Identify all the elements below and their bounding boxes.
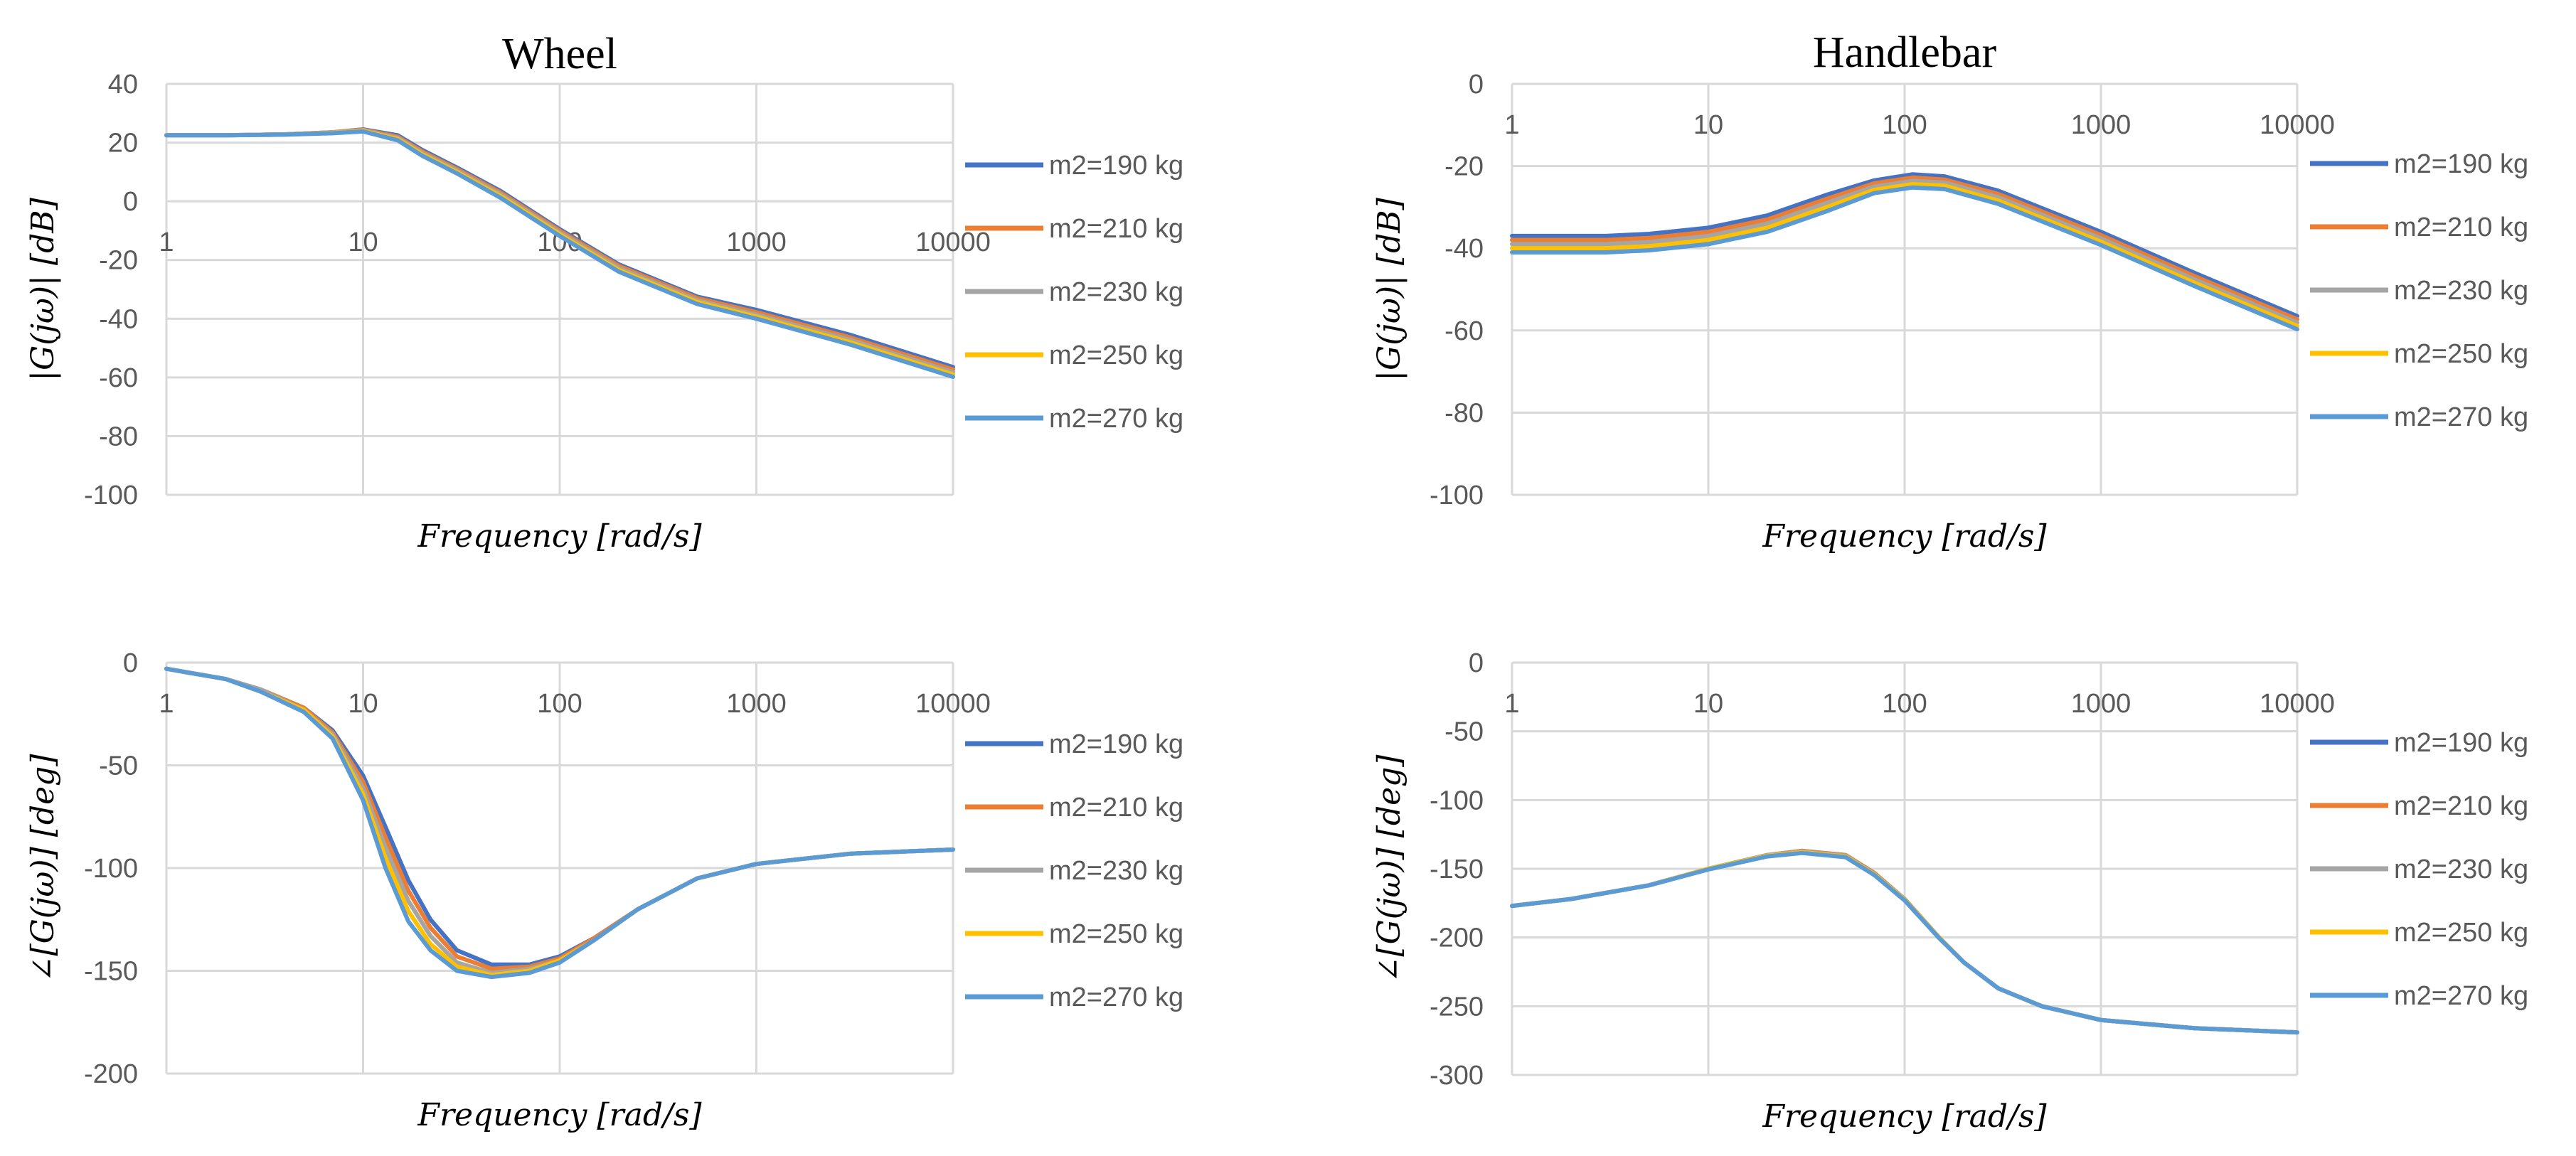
x-tick-label: 100 [1882,689,1927,719]
y-tick-label: -100 [84,481,138,510]
y-tick-label: -50 [99,751,138,781]
legend-label: m2=210 kg [2394,791,2528,821]
y-tick-label: -20 [1444,152,1484,182]
y-tick-label: 40 [108,70,138,100]
series-line-3 [1510,182,2299,328]
x-tick-label: 10000 [2260,110,2335,140]
legend-label: m2=190 kg [2394,149,2528,179]
series-line-2 [1510,178,2299,325]
x-tick-label: 10 [348,228,378,257]
y-tick-label: -80 [1444,398,1484,428]
y-axis-label: |G(jω)| [dB] [1371,197,1407,380]
legend-label: m2=210 kg [2394,213,2528,242]
y-tick-label: 0 [1469,648,1484,678]
legend-label: m2=210 kg [1049,214,1183,244]
series-line-1 [1510,175,2299,322]
x-tick-label: 1 [159,228,174,257]
y-tick-label: -60 [1444,316,1484,346]
y-tick-label: 0 [123,187,138,217]
y-tick-label: -200 [84,1059,138,1089]
y-tick-label: -250 [1430,992,1484,1022]
x-tick-label: 10000 [2260,689,2335,719]
legend-label: m2=270 kg [2394,981,2528,1011]
x-axis-label: Frequency [rad/s] [417,1097,702,1133]
y-tick-label: -200 [1430,924,1484,953]
series-line-4 [1510,185,2299,332]
x-tick-label: 1000 [2071,110,2131,140]
series-line-0 [1510,172,2299,319]
y-axis-label: ∠[G(jω)] [deg] [1371,754,1407,983]
x-tick-label: 10000 [915,228,991,257]
y-axis-label: |G(jω)| [dB] [25,197,61,380]
y-tick-label: -150 [1430,855,1484,884]
legend-label: m2=230 kg [1049,856,1183,886]
legend-label: m2=250 kg [2394,339,2528,369]
chart-title: Handlebar [1813,28,1997,77]
x-tick-label: 1000 [726,228,787,257]
y-tick-label: -40 [1444,234,1484,264]
legend-label: m2=270 kg [1049,404,1183,434]
y-tick-label: -300 [1430,1061,1484,1091]
y-tick-label: 20 [108,129,138,159]
y-tick-label: -80 [99,422,138,451]
x-tick-label: 100 [537,689,582,719]
x-axis-label: Frequency [rad/s] [417,518,702,555]
legend-label: m2=250 kg [1049,341,1183,370]
y-tick-label: -40 [99,304,138,334]
legend-label: m2=190 kg [1049,729,1183,759]
legend-label: m2=190 kg [2394,728,2528,758]
y-tick-label: 0 [123,648,138,678]
x-tick-label: 1 [1504,689,1519,719]
legend-label: m2=250 kg [2394,918,2528,948]
x-tick-label: 10 [1693,110,1723,140]
y-tick-label: -150 [84,957,138,987]
chart-handlebar-magnitude: 0 -20 -40 -60 -80 -100 1 10 100 1000 10000 m2=190 k… [1371,28,2528,555]
y-tick-label: -100 [1430,786,1484,815]
y-tick-label: -100 [1430,481,1484,510]
x-tick-label: 1 [1504,110,1519,140]
legend-label: m2=270 kg [1049,983,1183,1012]
y-tick-label: 0 [1469,70,1484,100]
x-tick-label: 100 [1882,110,1927,140]
x-tick-label: 10 [1693,689,1723,719]
chart-wheel-phase: 0 -50 -100 -150 -200 1 10 100 1000 10000 m2=190 kg… [25,648,1183,1133]
x-tick-label: 1 [159,689,174,719]
y-axis-label: ∠[G(jω)] [deg] [25,754,61,983]
chart-title: Wheel [502,30,617,78]
legend-label: m2=230 kg [2394,855,2528,884]
x-tick-label: 10000 [915,689,991,719]
x-axis-label: Frequency [rad/s] [1762,518,2047,555]
legend-label: m2=250 kg [1049,919,1183,949]
x-tick-label: 1000 [726,689,787,719]
legend-label: m2=210 kg [1049,793,1183,823]
legend-label: m2=230 kg [2394,276,2528,306]
legend-label: m2=190 kg [1049,151,1183,181]
series-line-4 [1510,850,2299,1035]
y-tick-label: -60 [99,363,138,393]
x-axis-label: Frequency [rad/s] [1762,1098,2047,1135]
legend-label: m2=230 kg [1049,277,1183,307]
y-tick-label: -50 [1444,717,1484,747]
chart-handlebar-phase: 0 -50 -100 -150 -200 -250 -300 1 10 100 1000 10000 m… [1371,648,2528,1135]
x-tick-label: 1000 [2071,689,2131,719]
legend-label: m2=270 kg [2394,402,2528,432]
x-tick-label: 10 [348,689,378,719]
y-tick-label: -20 [99,246,138,276]
y-tick-label: -100 [84,854,138,884]
series-line-4 [164,666,955,980]
series-line-4 [164,129,955,379]
